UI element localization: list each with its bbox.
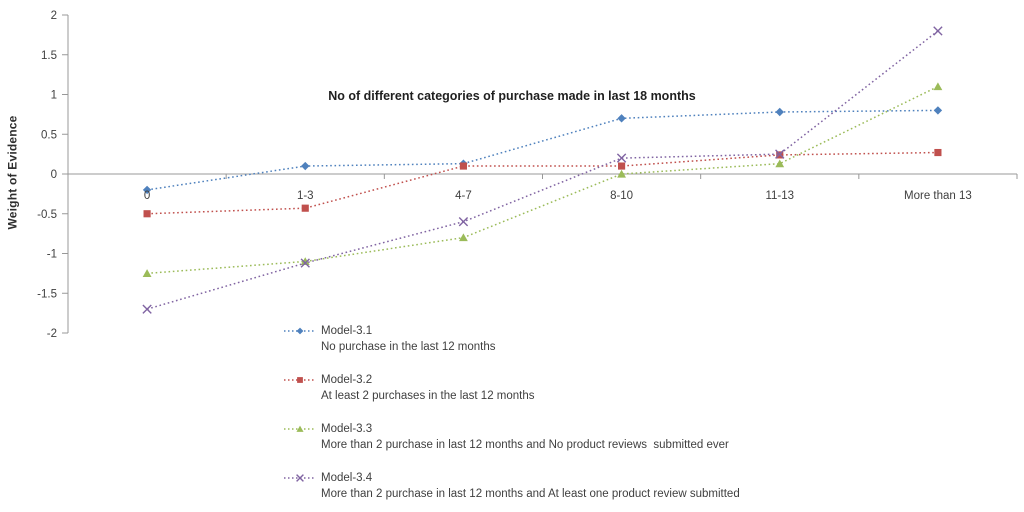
series-model-3.3 [142, 82, 943, 277]
legend-name-row: Model-3.3 [283, 421, 740, 437]
x-category-label: 1-3 [297, 190, 314, 202]
x-category-label: More than 13 [904, 190, 972, 202]
marker-square [618, 162, 626, 170]
y-tick-label: -0.5 [37, 209, 57, 221]
x-category-label: 0 [144, 190, 150, 202]
marker-triangle [459, 233, 468, 242]
series-model-3.1 [142, 106, 943, 195]
series-model-3.4 [142, 26, 943, 314]
marker-square [459, 162, 467, 170]
x-axis-title: No of different categories of purchase m… [328, 89, 696, 103]
legend-series-name: Model-3.1 [321, 325, 373, 337]
legend-sample-x-icon [284, 474, 316, 482]
legend-name-row: Model-3.2 [283, 372, 740, 388]
y-tick-label: 1 [51, 90, 57, 102]
legend-sample-triangle-icon [284, 425, 316, 432]
series-line [146, 30, 939, 310]
legend: Model-3.1 No purchase in the last 12 mont… [283, 323, 740, 512]
series-model-3.2 [143, 148, 942, 218]
marker-x [933, 26, 943, 36]
marker-x [142, 304, 152, 314]
marker-square [301, 204, 309, 212]
y-tick-label: -1.5 [37, 288, 57, 300]
marker-diamond [933, 106, 943, 115]
legend-series-description: More than 2 purchase in last 12 months a… [321, 488, 740, 500]
legend-series-description: No purchase in the last 12 months [321, 341, 496, 353]
marker-diamond [142, 185, 152, 195]
series-line [147, 85, 939, 275]
legend-name-row: Model-3.4 [283, 470, 740, 486]
marker-x [775, 149, 785, 159]
x-category-label: 4-7 [455, 190, 472, 202]
marker-triangle [933, 82, 943, 91]
y-tick-label: -2 [47, 328, 57, 340]
y-tick-label: -1 [47, 249, 57, 261]
y-tick-label: 0.5 [41, 129, 57, 141]
marker-triangle [142, 269, 152, 277]
x-category-label: 11-13 [765, 190, 794, 202]
series-line [147, 151, 938, 215]
marker-triangle [296, 425, 304, 432]
legend-sample-diamond-icon [284, 327, 316, 335]
marker-square [143, 210, 151, 218]
marker-x [300, 258, 310, 268]
legend-item-model-3.2: Model-3.2 At least 2 purchases in the las… [283, 372, 740, 405]
legend-series-name: Model-3.2 [321, 374, 373, 386]
marker-square [934, 148, 942, 157]
legend-item-model-3.3: Model-3.3 More than 2 purchase in last 12… [283, 421, 740, 454]
marker-diamond [775, 107, 784, 117]
marker-x [616, 153, 627, 163]
y-tick-label: 0 [51, 169, 57, 181]
marker-x [458, 217, 469, 227]
marker-triangle [617, 169, 626, 178]
marker-triangle [300, 257, 310, 266]
y-tick-label: 2 [51, 10, 57, 22]
marker-x [296, 474, 304, 482]
legend-item-model-3.1: Model-3.1 No purchase in the last 12 mont… [283, 323, 740, 356]
legend-series-description: At least 2 purchases in the last 12 mont… [321, 390, 535, 402]
legend-name-row: Model-3.1 [283, 323, 740, 339]
legend-series-name: Model-3.4 [321, 472, 373, 484]
y-tick-label: 1.5 [41, 50, 57, 62]
series-line [146, 109, 938, 191]
marker-square [297, 377, 303, 383]
legend-series-description: More than 2 purchase in last 12 months a… [321, 439, 729, 451]
legend-item-model-3.4: Model-3.4 More than 2 purchase in last 12… [283, 470, 740, 503]
marker-triangle [775, 159, 785, 168]
legend-series-name: Model-3.3 [321, 423, 373, 435]
marker-diamond [296, 327, 304, 335]
marker-diamond [301, 161, 310, 171]
x-category-label: 8-10 [610, 190, 633, 202]
marker-diamond [617, 114, 626, 123]
legend-sample-square-icon [284, 377, 316, 383]
